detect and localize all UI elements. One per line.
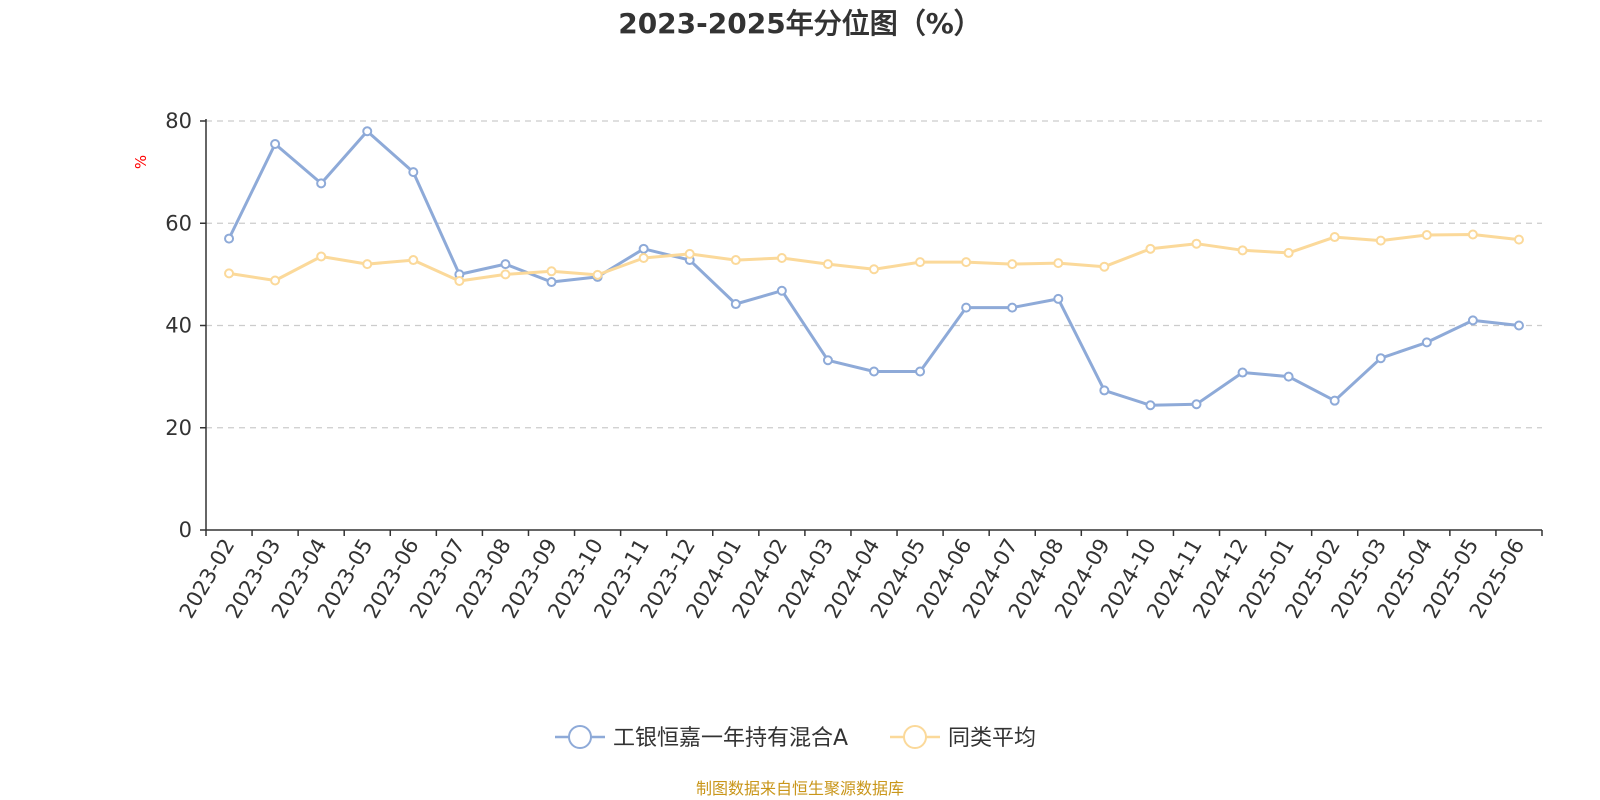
data-point: [1053, 293, 1064, 304]
data-point: [730, 255, 741, 266]
data-point: [362, 126, 373, 137]
data-point: [316, 251, 327, 262]
data-point: [1007, 259, 1018, 270]
data-point: [1283, 371, 1294, 382]
data-point: [730, 299, 741, 310]
legend-label: 工银恒嘉一年持有混合A: [613, 726, 848, 751]
data-point: [1513, 320, 1524, 331]
data-point: [1329, 395, 1340, 406]
data-point: [546, 277, 557, 288]
data-point: [961, 257, 972, 268]
legend-marker-icon: [568, 725, 592, 749]
data-point: [1237, 367, 1248, 378]
data-point: [869, 264, 879, 275]
legend-item-1[interactable]: 工银恒嘉一年持有混合A: [555, 725, 848, 751]
data-point: [915, 257, 926, 268]
data-point: [362, 259, 373, 270]
y-tick-label: 20: [165, 416, 192, 440]
data-point: [500, 259, 511, 270]
data-point: [1053, 258, 1064, 269]
y-tick-label: 60: [165, 211, 192, 235]
y-tick-label: 80: [165, 109, 192, 133]
series-1: [224, 126, 1524, 411]
data-point: [1145, 400, 1156, 411]
data-point: [270, 139, 281, 150]
data-point: [869, 366, 879, 377]
data-point: [1283, 247, 1294, 258]
data-point: [224, 268, 235, 279]
data-point: [1145, 243, 1156, 254]
y-tick-label: 0: [179, 518, 192, 542]
series-lines: [224, 126, 1524, 411]
chart-title: 2023-2025年分位图（%）: [618, 7, 982, 40]
data-point: [546, 266, 557, 277]
axes: [205, 119, 1542, 531]
data-point: [1375, 353, 1386, 364]
data-point: [408, 167, 419, 178]
legend[interactable]: 工银恒嘉一年持有混合A 同类平均: [555, 725, 1036, 751]
data-point: [500, 269, 511, 280]
x-axis-ticks: 2023-022023-032023-042023-052023-062023-…: [175, 530, 1543, 622]
data-point: [270, 275, 281, 286]
data-point: [1421, 230, 1432, 241]
data-point: [316, 178, 327, 189]
data-point: [822, 355, 833, 366]
y-axis-unit: %: [132, 155, 150, 169]
data-point: [1191, 399, 1202, 410]
data-point: [1513, 234, 1524, 245]
data-point: [1191, 238, 1202, 249]
data-point: [822, 259, 833, 270]
data-point: [776, 253, 787, 264]
legend-item-2[interactable]: 同类平均: [890, 725, 1036, 751]
data-point: [1099, 385, 1110, 396]
data-point: [454, 276, 465, 287]
data-point: [1375, 235, 1386, 246]
data-point: [1421, 337, 1432, 348]
y-tick-label: 40: [165, 314, 192, 338]
data-point: [684, 248, 695, 259]
legend-label: 同类平均: [948, 726, 1036, 751]
data-point: [1467, 315, 1478, 326]
data-point: [961, 302, 972, 313]
legend-marker-icon: [903, 725, 927, 749]
data-point: [224, 233, 235, 244]
data-point: [1007, 302, 1018, 313]
data-point: [1099, 261, 1110, 272]
data-point: [776, 285, 787, 296]
data-point: [408, 255, 419, 266]
data-point: [592, 269, 603, 280]
data-point: [638, 253, 649, 264]
source-note: 制图数据来自恒生聚源数据库: [696, 779, 904, 798]
data-point: [1467, 229, 1478, 240]
y-axis-ticks: 0 20 40 60 80: [165, 109, 206, 542]
series-2: [224, 229, 1524, 287]
gridlines: [206, 120, 1542, 429]
data-point: [915, 366, 926, 377]
data-point: [1237, 245, 1248, 256]
data-point: [638, 243, 649, 254]
data-point: [1329, 232, 1340, 243]
